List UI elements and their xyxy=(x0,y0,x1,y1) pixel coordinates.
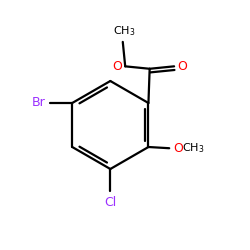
Text: O: O xyxy=(173,142,183,155)
Text: O: O xyxy=(177,60,187,73)
Text: O: O xyxy=(112,60,122,73)
Text: Br: Br xyxy=(32,96,45,110)
Text: Cl: Cl xyxy=(104,196,117,209)
Text: CH$_3$: CH$_3$ xyxy=(113,24,135,38)
Text: CH$_3$: CH$_3$ xyxy=(182,141,204,155)
